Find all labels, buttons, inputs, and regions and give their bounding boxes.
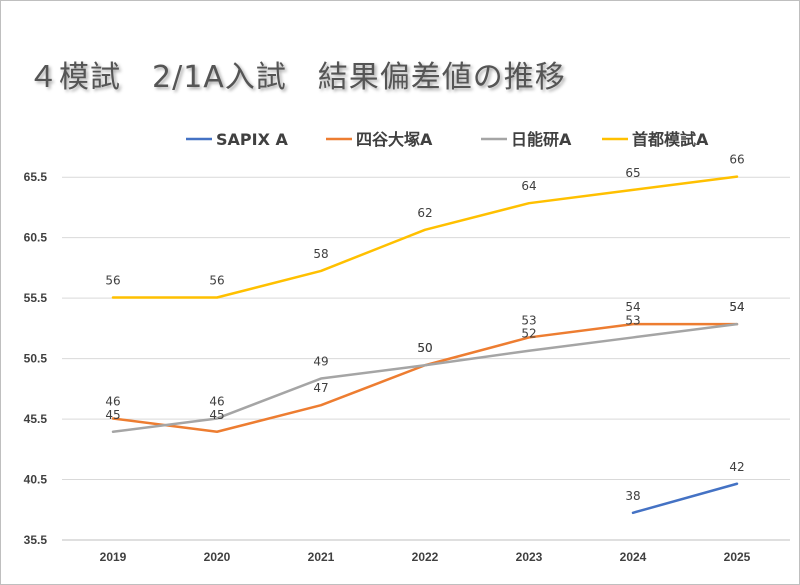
x-tick-label: 2020: [204, 550, 231, 564]
series-3-data-label: 64: [521, 179, 536, 193]
series-2-data-label: 52: [521, 327, 536, 341]
legend-label-0: SAPIX A: [216, 130, 288, 149]
series-3-data-label: 62: [417, 206, 432, 220]
series-3-data-label: 58: [313, 247, 328, 261]
series-3-data-label: 65: [625, 166, 640, 180]
series-3-data-label: 66: [729, 153, 744, 167]
y-tick-label: 60.5: [24, 231, 48, 245]
series-2-data-label: 54: [729, 300, 744, 314]
legend-label-1: 四谷大塚A: [356, 130, 433, 149]
legend-label-2: 日能研A: [511, 130, 572, 149]
series-0-data-label: 42: [729, 460, 744, 474]
series-1-data-label: 50: [417, 341, 432, 355]
y-tick-label: 55.5: [24, 291, 48, 305]
series-2-data-label: 50: [417, 341, 432, 355]
series-1-data-label: 53: [521, 313, 536, 327]
x-tick-label: 2022: [412, 550, 439, 564]
y-tick-label: 40.5: [24, 473, 48, 487]
series-3-line: [111, 175, 739, 299]
series-1-data-label: 46: [105, 394, 120, 408]
y-tick-label: 45.5: [24, 412, 48, 426]
series-0-data-label: 38: [625, 489, 640, 503]
y-tick-label: 50.5: [24, 352, 48, 366]
x-tick-label: 2025: [724, 550, 751, 564]
series-3-data-label: 56: [105, 274, 120, 288]
series-2-data-label: 49: [313, 355, 328, 369]
series-2-line: [111, 322, 739, 434]
series-2-data-label: 46: [209, 394, 224, 408]
series-3-data-label: 56: [209, 274, 224, 288]
series-1-data-label: 54: [625, 300, 640, 314]
series-0-line: [631, 482, 739, 515]
series-1-data-label: 45: [209, 408, 224, 422]
legend-label-3: 首都模試A: [632, 130, 709, 149]
x-tick-label: 2024: [620, 550, 647, 564]
x-tick-label: 2019: [100, 550, 127, 564]
series-2-data-label: 45: [105, 408, 120, 422]
x-tick-label: 2021: [308, 550, 335, 564]
y-tick-label: 35.5: [24, 533, 48, 547]
y-tick-label: 65.5: [24, 170, 48, 184]
series-1-data-label: 54: [729, 300, 744, 314]
series-2-data-label: 53: [625, 313, 640, 327]
x-tick-label: 2023: [516, 550, 543, 564]
chart-title: ４模試 2/1A入試 結果偏差値の推移: [28, 60, 566, 95]
series-1-data-label: 47: [313, 381, 328, 395]
